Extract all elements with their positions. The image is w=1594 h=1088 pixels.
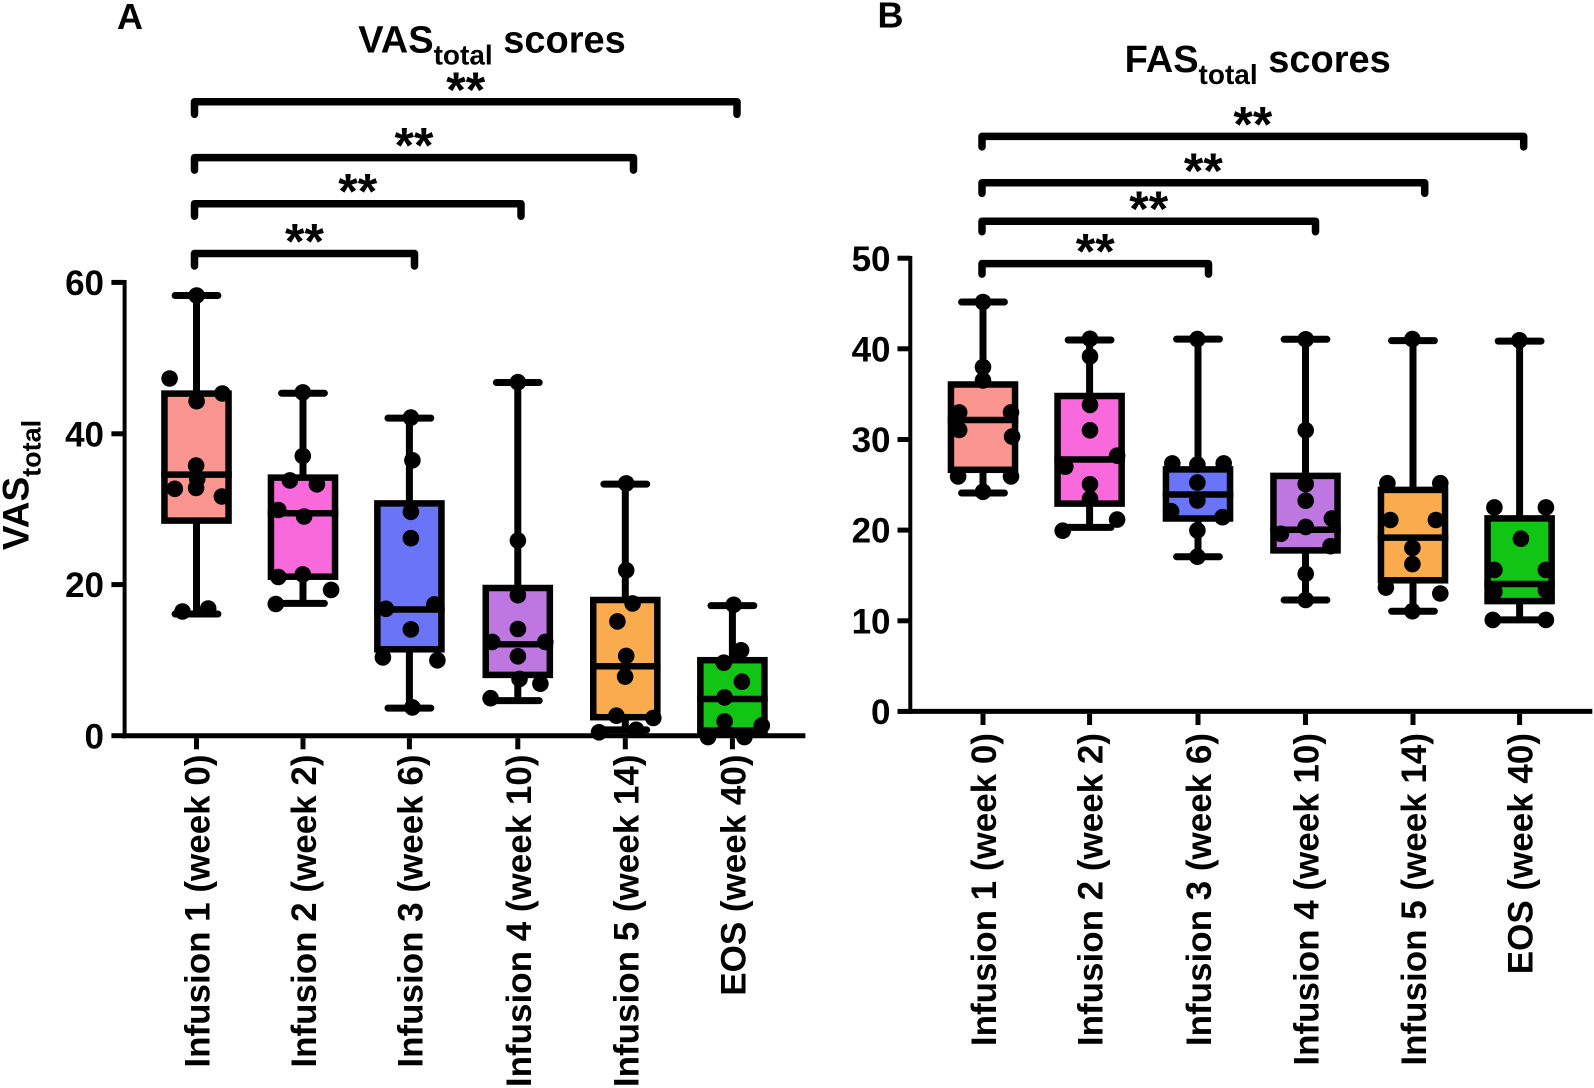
svg-text:**: ** xyxy=(285,214,324,270)
svg-text:Infusion 3 (week 6): Infusion 3 (week 6) xyxy=(1180,733,1219,1046)
svg-text:10: 10 xyxy=(852,602,891,641)
svg-text:EOS (week 40): EOS (week 40) xyxy=(714,755,753,996)
svg-text:20: 20 xyxy=(852,512,891,551)
svg-text:**: ** xyxy=(1184,143,1223,199)
svg-text:B: B xyxy=(878,0,904,36)
svg-text:**: ** xyxy=(395,118,434,174)
svg-text:Infusion 5 (week 14): Infusion 5 (week 14) xyxy=(607,755,646,1088)
svg-text:Infusion 4 (week 10): Infusion 4 (week 10) xyxy=(1288,733,1327,1066)
svg-text:Infusion 1 (week 0): Infusion 1 (week 0) xyxy=(179,755,218,1068)
svg-text:40: 40 xyxy=(65,415,104,454)
svg-text:**: ** xyxy=(1233,96,1272,152)
svg-text:Infusion 2 (week 2): Infusion 2 (week 2) xyxy=(1072,733,1111,1046)
svg-text:Infusion 3 (week 6): Infusion 3 (week 6) xyxy=(391,755,430,1068)
svg-text:Infusion 5 (week 14): Infusion 5 (week 14) xyxy=(1395,733,1434,1066)
svg-text:**: ** xyxy=(446,62,485,118)
svg-text:Infusion 2 (week 2): Infusion 2 (week 2) xyxy=(285,755,324,1068)
svg-text:Infusion 1 (week 0): Infusion 1 (week 0) xyxy=(965,733,1004,1046)
svg-text:**: ** xyxy=(1129,181,1168,237)
svg-text:20: 20 xyxy=(65,566,104,605)
svg-text:**: ** xyxy=(1076,224,1115,280)
svg-text:Infusion 4 (week 10): Infusion 4 (week 10) xyxy=(500,755,539,1088)
svg-text:0: 0 xyxy=(85,717,104,756)
svg-text:50: 50 xyxy=(852,240,891,279)
svg-text:0: 0 xyxy=(871,693,890,732)
svg-text:40: 40 xyxy=(852,330,891,369)
svg-text:60: 60 xyxy=(65,264,104,303)
svg-text:EOS (week 40): EOS (week 40) xyxy=(1502,733,1541,974)
svg-text:A: A xyxy=(117,0,143,37)
svg-text:30: 30 xyxy=(852,421,891,460)
svg-text:**: ** xyxy=(338,164,377,220)
